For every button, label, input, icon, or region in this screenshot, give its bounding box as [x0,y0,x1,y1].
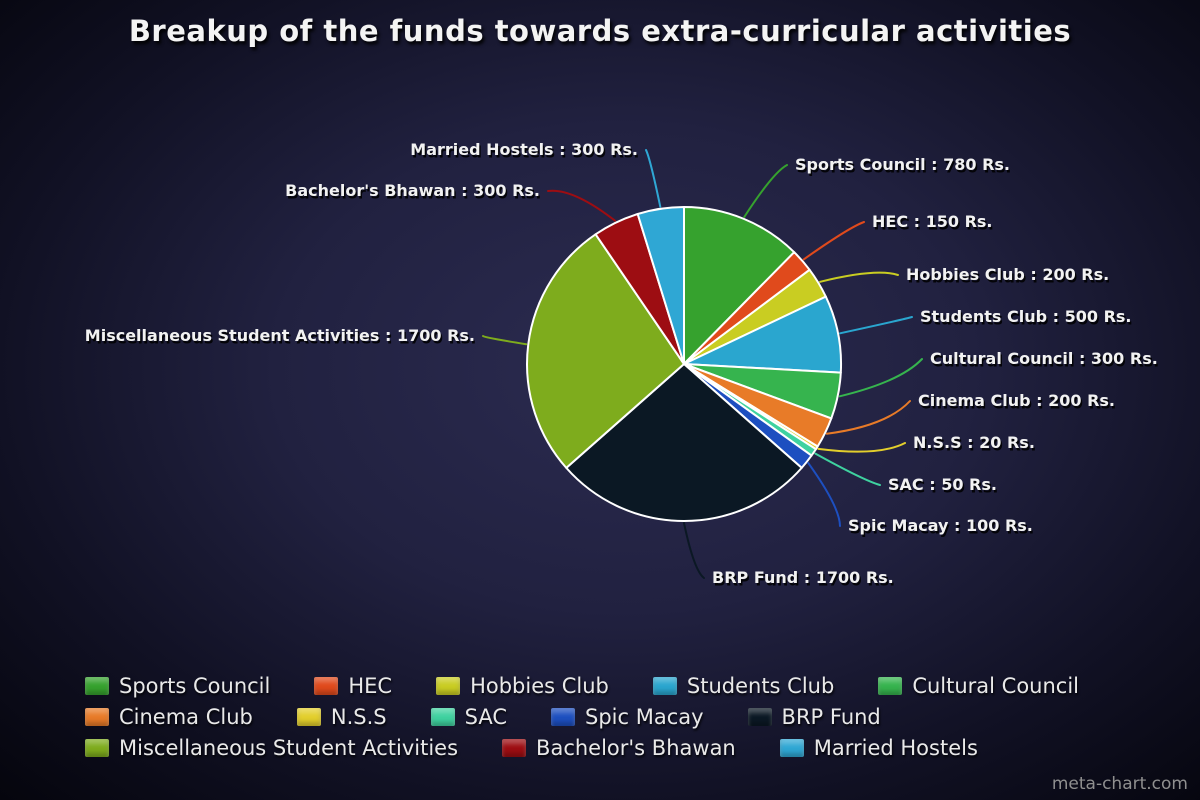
slice-label-hobbies-club: Hobbies Club : 200 Rs. [906,265,1109,284]
legend-swatch-hobbies-club [436,677,461,695]
legend-label: SAC [464,705,507,729]
slice-label-sports-council: Sports Council : 780 Rs. [795,155,1010,174]
leader-line-married-hostels [645,149,662,208]
leader-line-bachelor-s-bhawan [547,189,616,222]
pie-slice-sports-council [683,206,796,365]
legend-item-cinema-club: Cinema Club [85,705,253,729]
legend-label: BRP Fund [781,705,881,729]
legend-label: Cultural Council [912,674,1080,698]
slice-label-brp-fund: BRP Fund : 1700 Rs. [712,568,894,587]
legend-item-bachelor-s-bhawan: Bachelor's Bhawan [502,736,736,760]
slice-label-hobbies-club: Hobbies Club : 200 Rs. [908,268,1111,287]
slice-label-cultural-council: Cultural Council : 300 Rs. [932,352,1160,371]
legend-label: Married Hostels [813,736,978,760]
legend-item-hobbies-club: Hobbies Club [436,674,609,698]
legend-swatch-brp-fund [747,708,772,726]
slice-label-hec: HEC : 150 Rs. [874,215,995,234]
legend-label: Miscellaneous Student Activities [119,736,459,760]
slice-labels: Sports Council : 780 Rs.Sports Council :… [85,140,1160,590]
leader-line-hobbies-club [819,271,899,283]
legend-item-cultural-council: Cultural Council [878,674,1079,698]
legend-label: Sports Council [119,674,271,698]
leader-line-brp-fund [683,522,705,579]
slice-label-students-club: Students Club : 500 Rs. [922,310,1134,329]
pie-slice-brp-fund [565,363,803,522]
slice-label-cinema-club: Cinema Club : 200 Rs. [920,394,1117,413]
slice-label-n-s-s: N.S.S : 20 Rs. [913,433,1035,452]
legend-swatch-cinema-club [85,708,109,726]
slice-label-miscellaneous-student-activities: Miscellaneous Student Activities : 1700 … [85,326,475,345]
leader-line-students-club [839,316,913,335]
leader-line-miscellaneous-student-activities [482,335,528,346]
slice-label-sports-council: Sports Council : 780 Rs. [797,158,1012,177]
slice-label-spic-macay: Spic Macay : 100 Rs. [850,519,1035,538]
legend-swatch-cultural-council [878,677,903,695]
pie-slice-miscellaneous-student-activities [526,233,685,469]
legend-label: Hobbies Club [470,674,609,698]
slice-label-sac: SAC : 50 Rs. [888,475,997,494]
slice-label-students-club: Students Club : 500 Rs. [920,307,1132,326]
legend-row: Sports Council HEC Hobbies Club Students Cl… [85,674,1185,698]
legend-swatch-hec [314,677,339,695]
legend-swatch-bachelor-s-bhawan [502,739,527,757]
legend-swatch-married-hostels [779,739,804,757]
leader-line-cultural-council [838,358,923,398]
legend-label: N.S.S [330,705,387,729]
leader-line-n-s-s [817,442,906,453]
slice-label-n-s-s: N.S.S : 20 Rs. [915,436,1037,455]
legend-swatch-spic-macay [551,708,575,726]
leader-line-cinema-club [825,400,911,435]
legend-row: Miscellaneous Student Activities Bachelor… [85,736,1185,760]
legend-item-sac: SAC [430,705,507,729]
slice-label-bachelor-s-bhawan: Bachelor's Bhawan : 300 Rs. [287,184,542,203]
legend-item-married-hostels: Married Hostels [779,736,978,760]
legend-swatch-sports-council [85,677,109,695]
legend-item-brp-fund: BRP Fund [747,705,881,729]
slice-label-bachelor-s-bhawan: Bachelor's Bhawan : 300 Rs. [285,181,540,200]
legend-swatch-miscellaneous-student-activities [85,739,109,757]
slice-label-hec: HEC : 150 Rs. [872,212,993,231]
slice-label-brp-fund: BRP Fund : 1700 Rs. [714,571,896,590]
leader-line-sac [814,452,881,486]
leader-line-spic-macay [807,462,841,527]
legend-label: Spic Macay [585,705,704,729]
legend-label: Cinema Club [119,705,253,729]
legend-label: Students Club [686,674,835,698]
legend-swatch-n-s-s [296,708,321,726]
slice-label-married-hostels: Married Hostels : 300 Rs. [412,143,640,162]
slice-label-married-hostels: Married Hostels : 300 Rs. [410,140,638,159]
chart-title: Breakup of the funds towards extra-curri… [128,14,1072,48]
legend-swatch-sac [430,708,455,726]
legend-item-hec: HEC [314,674,392,698]
legend-item-students-club: Students Club [652,674,835,698]
legend-item-n-s-s: N.S.S [296,705,387,729]
legend-item-miscellaneous-student-activities: Miscellaneous Student Activities [85,736,458,760]
slice-label-miscellaneous-student-activities: Miscellaneous Student Activities : 1700 … [86,329,476,348]
watermark: meta-chart.com [1051,774,1188,794]
leader-line-sports-council [743,164,788,218]
legend-label: Bachelor's Bhawan [536,736,736,760]
pie-slice-married-hostels [636,206,685,365]
slice-label-sac: SAC : 50 Rs. [890,478,999,497]
slice-label-spic-macay: Spic Macay : 100 Rs. [848,516,1033,535]
slice-label-cultural-council: Cultural Council : 300 Rs. [930,349,1158,368]
legend: Sports Council HEC Hobbies Club Students Cl… [85,674,1185,767]
legend-item-spic-macay: Spic Macay [551,705,704,729]
leader-line-hec [802,221,865,261]
legend-label: HEC [348,674,393,698]
slice-label-cinema-club: Cinema Club : 200 Rs. [918,391,1115,410]
legend-row: Cinema Club N.S.S SAC Spic Macay BRP Fund [85,705,1185,729]
legend-item-sports-council: Sports Council [85,674,270,698]
leader-lines [482,149,923,579]
pie-slices [526,206,843,522]
legend-swatch-students-club [652,677,677,695]
